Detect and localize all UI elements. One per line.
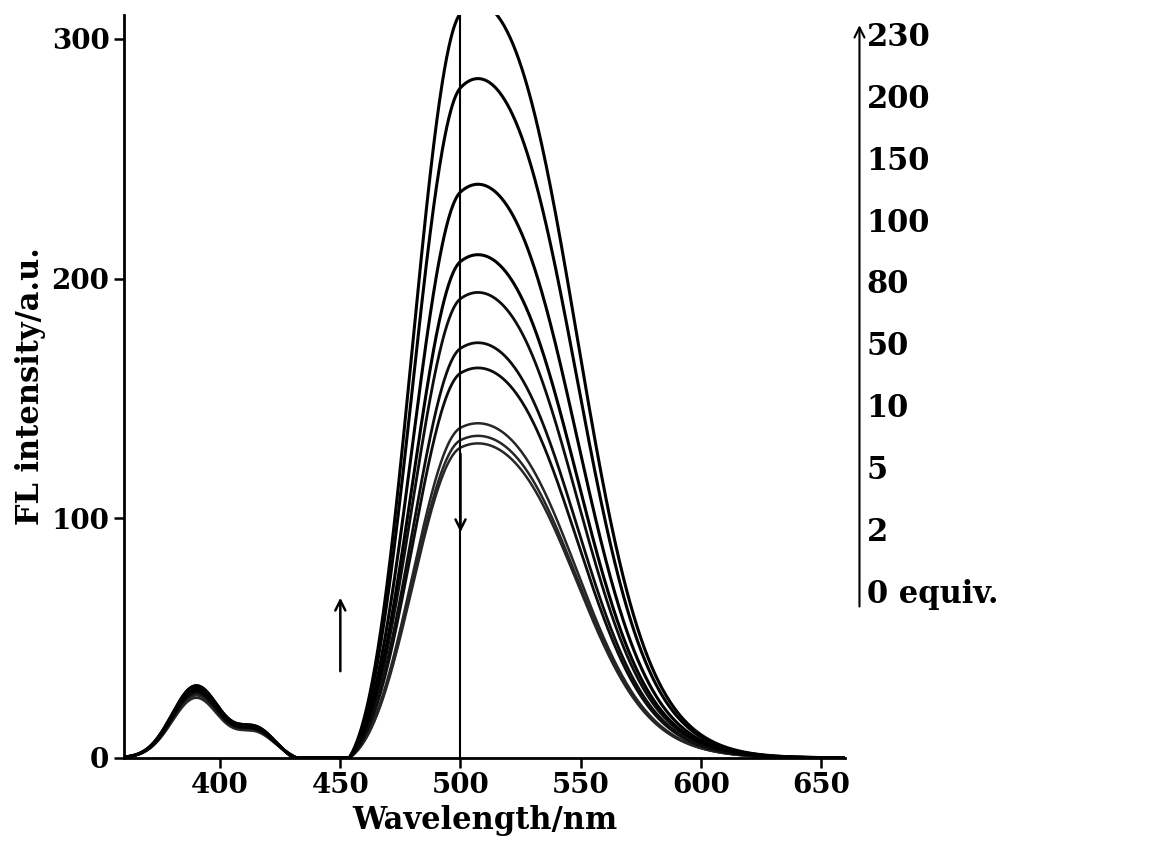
Y-axis label: FL intensity/a.u.: FL intensity/a.u.	[15, 248, 46, 525]
Text: 0 equiv.: 0 equiv.	[867, 579, 998, 610]
Text: 80: 80	[867, 270, 909, 300]
Text: 200: 200	[867, 83, 930, 115]
X-axis label: Wavelength/nm: Wavelength/nm	[352, 805, 617, 836]
Text: 2: 2	[867, 517, 888, 548]
Text: 230: 230	[867, 22, 931, 53]
Text: 100: 100	[867, 208, 930, 238]
Text: 50: 50	[867, 331, 909, 363]
Text: 5: 5	[867, 455, 888, 486]
Text: 150: 150	[867, 146, 930, 177]
Text: 10: 10	[867, 393, 909, 424]
